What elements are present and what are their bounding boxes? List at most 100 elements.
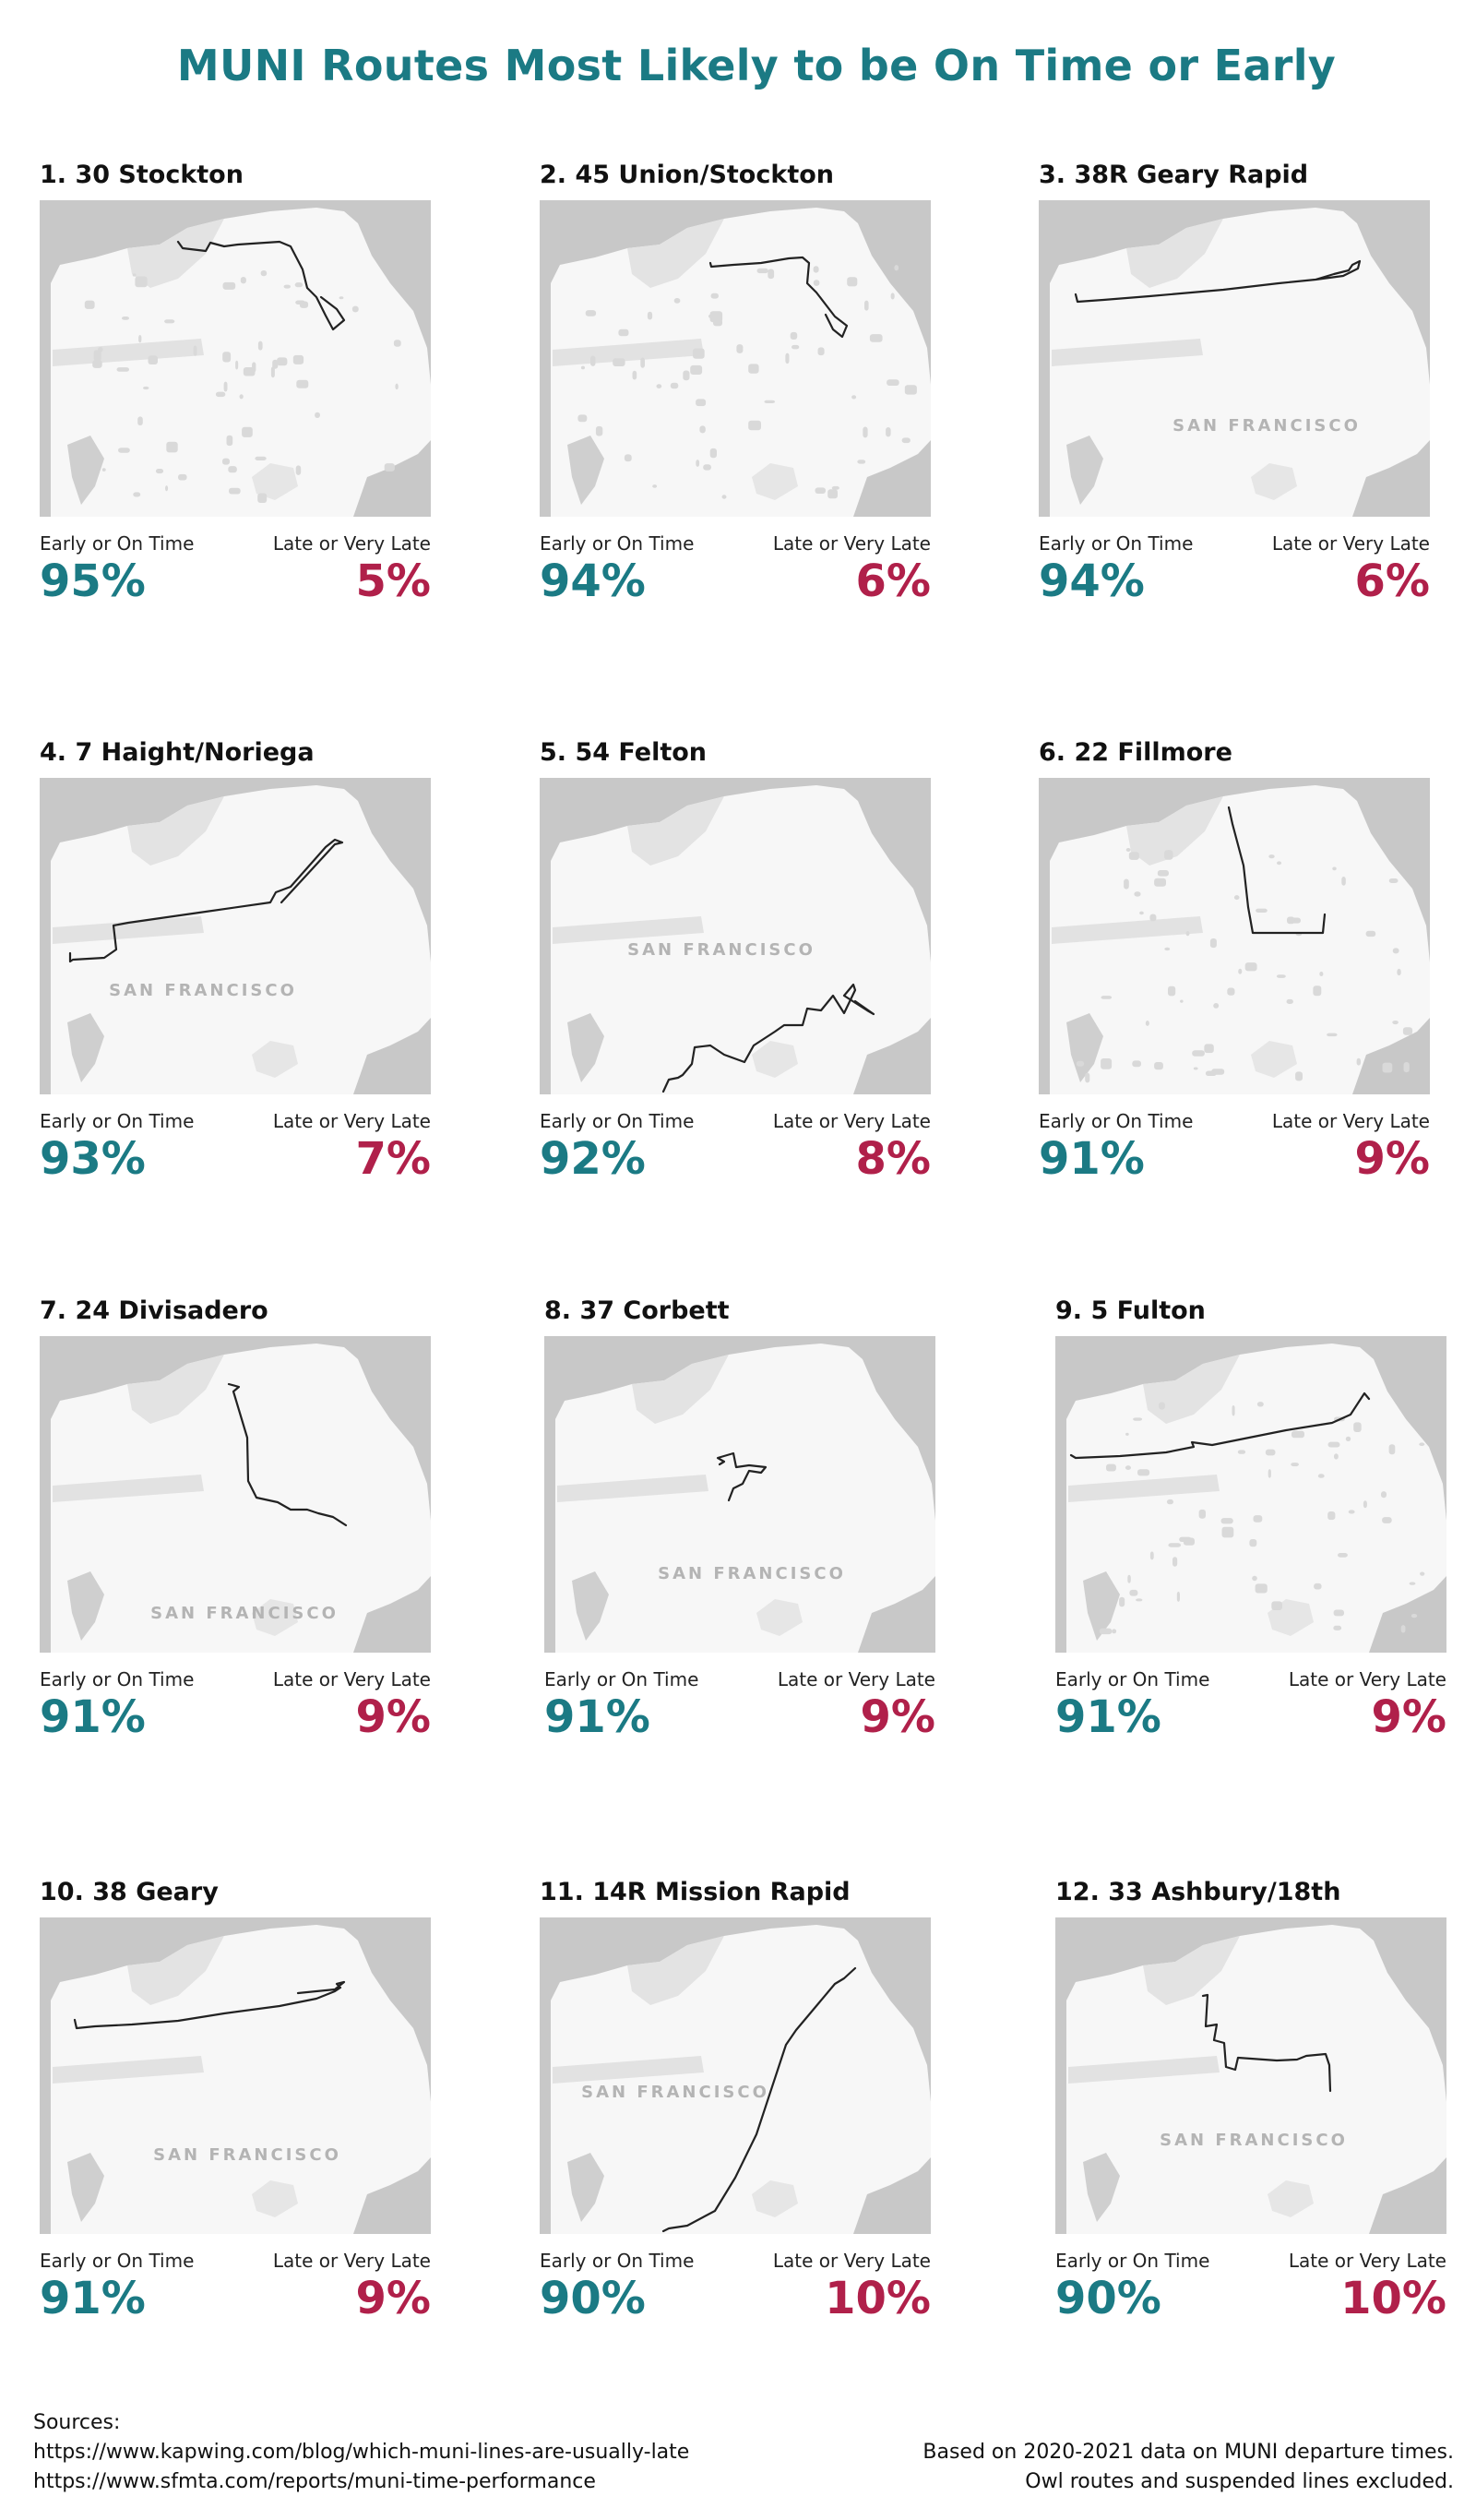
park-blotch [295, 300, 305, 305]
on-time-label: Early or On Time [1039, 532, 1194, 555]
route-line [1074, 259, 1362, 304]
presidio-area [127, 1936, 224, 2005]
park-blotch [1291, 1463, 1299, 1467]
bay-inlet [353, 2157, 431, 2234]
route-title: 10. 38 Geary [40, 1878, 219, 1906]
park-blotch [1268, 854, 1275, 859]
park-blotch [1129, 1589, 1138, 1596]
lake-area [1083, 1571, 1120, 1641]
park-blotch [696, 399, 707, 407]
bay-inlet [1369, 2157, 1446, 2234]
park-blotch [118, 448, 130, 453]
route-panel: 5. 54 Felton SAN FRANCISCO Early or On Tim… [540, 738, 931, 1190]
presidio-area [627, 1936, 724, 2005]
park-blotch [1166, 850, 1171, 856]
late-label: Late or Very Late [777, 1668, 935, 1690]
park-blotch [785, 352, 790, 364]
park-blotch [1345, 1436, 1351, 1441]
golden-gate-park [53, 339, 204, 366]
park-blotch [277, 357, 288, 366]
park-blotch [710, 293, 719, 299]
source-link-kapwing[interactable]: https://www.kapwing.com/blog/which-muni-… [33, 2441, 690, 2464]
golden-gate-park [557, 1475, 708, 1502]
park-blotch [864, 300, 869, 311]
park-blotch [239, 394, 244, 400]
park-blotch [904, 385, 917, 395]
park-blotch [1125, 848, 1131, 852]
park-blotch [1317, 1474, 1325, 1478]
route-line [708, 256, 849, 339]
late-label: Late or Very Late [1271, 1110, 1430, 1132]
presidio-area [627, 796, 724, 866]
park-blotch [1125, 1465, 1131, 1470]
park-blotch [1286, 998, 1293, 1004]
park-blotch [1249, 1539, 1257, 1547]
late-percent: 9% [355, 2273, 432, 2324]
park-blotch [886, 427, 891, 437]
map-label-san-francisco: SAN FRANCISCO [1172, 416, 1361, 436]
park-blotch [618, 328, 629, 337]
park-blotch [831, 485, 839, 490]
park-blotch [595, 425, 603, 436]
hill-area [752, 1041, 798, 1078]
park-blotch [624, 454, 632, 462]
golden-gate-park [553, 916, 704, 944]
park-blotch [148, 355, 158, 364]
route-panel: 10. 38 Geary SAN FRANCISCO Early or On Tim… [40, 1878, 431, 2330]
park-blotch [351, 305, 359, 313]
park-blotch [384, 463, 395, 472]
sources: Sources: https://www.kapwing.com/blog/wh… [33, 2408, 689, 2497]
bay-inlet [858, 1576, 935, 1653]
park-blotch [222, 281, 236, 290]
park-blotch [1136, 1598, 1143, 1602]
route-panel: 2. 45 Union/Stockton Early or On Time Late… [540, 161, 931, 613]
park-blotch [1265, 1449, 1276, 1456]
park-blotch [1277, 861, 1282, 866]
park-blotch [193, 345, 197, 356]
park-blotch [1411, 1614, 1418, 1618]
park-blotch [1101, 996, 1113, 999]
park-blotch [315, 412, 320, 418]
late-percent: 9% [1354, 1133, 1431, 1185]
park-blotch [84, 300, 95, 309]
park-blotch [887, 379, 899, 386]
park-blotch [1334, 1453, 1339, 1460]
lake-area [1066, 436, 1103, 505]
data-note: Based on 2020-2021 data on MUNI departur… [922, 2438, 1454, 2497]
on-time-label: Early or On Time [1055, 2250, 1210, 2272]
park-blotch [135, 276, 148, 288]
presidio-area [632, 1355, 729, 1424]
park-blotch [1233, 895, 1240, 901]
source-link-sfmta[interactable]: https://www.sfmta.com/reports/muni-time-… [33, 2470, 596, 2493]
park-blotch [294, 282, 304, 288]
land-area [1066, 1344, 1446, 1653]
park-blotch [133, 492, 141, 497]
park-blotch [696, 460, 700, 467]
park-blotch [257, 340, 263, 351]
land-area [51, 785, 431, 1094]
park-blotch [756, 268, 768, 274]
on-time-label: Early or On Time [540, 2250, 695, 2272]
golden-gate-park [553, 2056, 704, 2084]
presidio-area [127, 796, 224, 866]
hill-area [752, 463, 798, 500]
park-blotch [393, 340, 401, 347]
late-percent: 5% [355, 555, 432, 607]
data-note-line-1: Based on 2020-2021 data on MUNI departur… [922, 2441, 1454, 2464]
route-panel: 11. 14R Mission Rapid SAN FRANCISCO Early … [540, 1878, 931, 2330]
bay-inlet [1352, 440, 1430, 517]
park-blotch [703, 464, 711, 471]
late-label: Late or Very Late [1288, 2250, 1446, 2272]
park-blotch [1327, 1033, 1338, 1037]
route-map: SAN FRANCISCO [40, 1917, 431, 2234]
park-blotch [815, 487, 826, 494]
park-blotch [178, 473, 187, 481]
park-blotch [1338, 1553, 1348, 1558]
park-blotch [137, 416, 143, 426]
park-blotch [894, 265, 899, 271]
park-blotch [748, 420, 761, 431]
late-percent: 9% [860, 1691, 936, 1743]
park-blotch [1341, 877, 1346, 886]
park-blotch [699, 425, 706, 434]
on-time-percent: 90% [1055, 2273, 1161, 2324]
